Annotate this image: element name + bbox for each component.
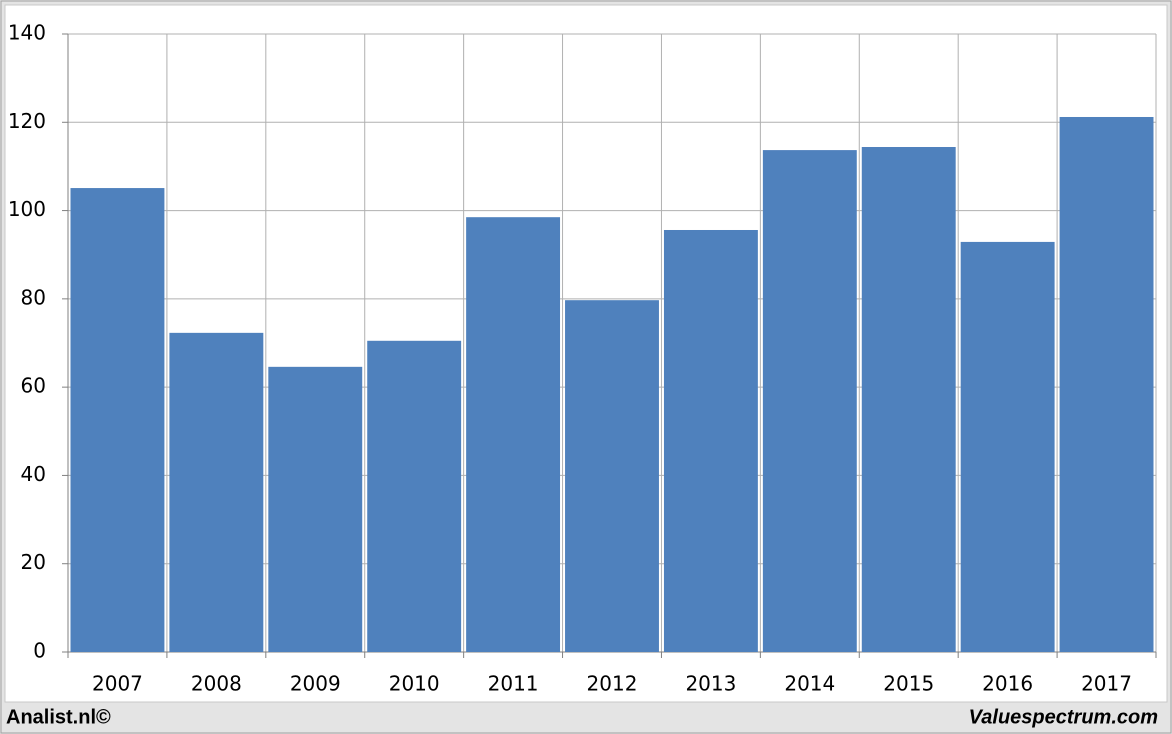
x-tick-label: 2013 [685,672,736,696]
x-tick-label: 2016 [982,672,1033,696]
x-tick-label: 2014 [784,672,835,696]
bar [663,229,758,652]
bar [268,366,363,652]
y-tick-label: 100 [8,197,46,221]
bar [960,241,1055,653]
x-tick-label: 2010 [389,672,440,696]
y-tick-label: 20 [21,550,46,574]
x-tick-label: 2012 [587,672,638,696]
bar [367,340,462,652]
bar [1059,116,1154,652]
source-right: Valuespectrum.com [969,706,1158,728]
bar [861,147,956,652]
y-tick-label: 0 [33,639,46,663]
x-tick-label: 2007 [92,672,143,696]
bar [70,188,165,652]
x-tick-label: 2017 [1081,672,1132,696]
bar [762,150,857,653]
x-tick-label: 2009 [290,672,341,696]
bar [169,332,264,652]
x-tick-label: 2008 [191,672,242,696]
x-tick-label: 2015 [883,672,934,696]
source-left: Analist.nl© [6,706,111,728]
bar [466,217,561,652]
x-tick-label: 2011 [488,672,539,696]
y-tick-label: 60 [21,374,46,398]
y-tick-label: 80 [21,285,46,309]
y-tick-label: 120 [8,109,46,133]
bar [565,300,659,652]
y-tick-label: 40 [21,462,46,486]
y-tick-label: 140 [8,21,46,45]
